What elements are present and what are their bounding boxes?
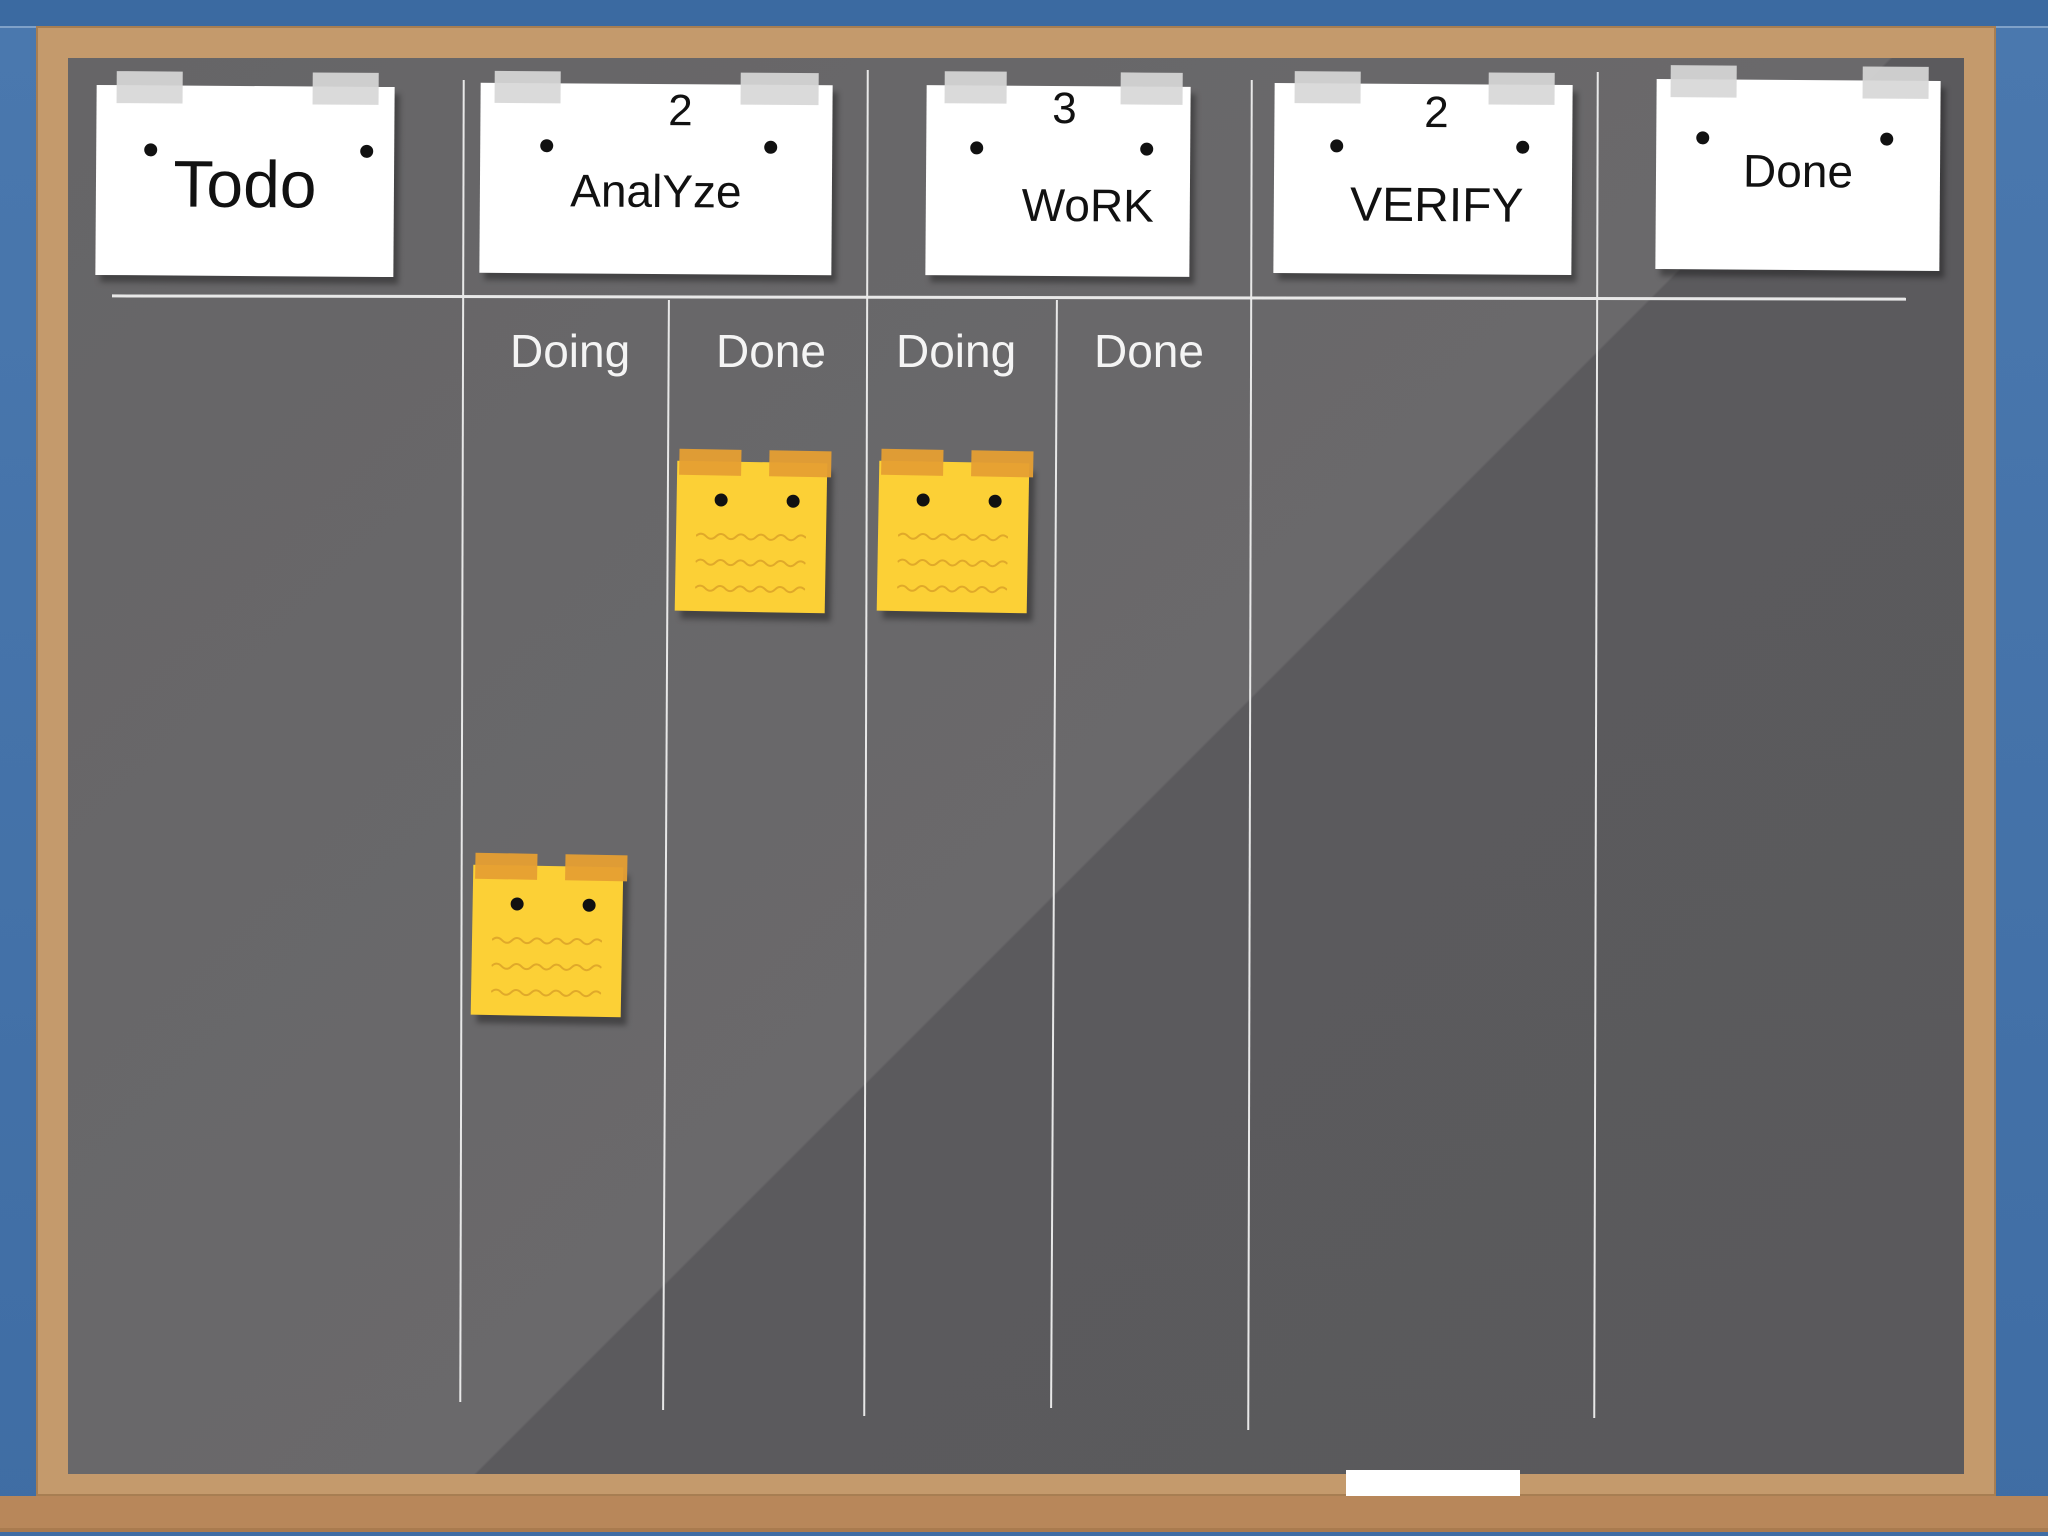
wip-limit: 2 xyxy=(1424,88,1449,138)
column-title: AnalYze xyxy=(570,164,742,218)
tape xyxy=(1294,71,1361,104)
column-title: Todo xyxy=(173,146,317,222)
note-text-line xyxy=(491,936,603,946)
tape xyxy=(881,448,944,476)
tape xyxy=(740,72,819,106)
pin-icon xyxy=(540,139,554,153)
note-text-line xyxy=(897,532,1009,542)
tape xyxy=(1488,72,1555,105)
wall-top-strip xyxy=(0,0,2048,28)
tape xyxy=(971,450,1034,478)
column-title: Done xyxy=(1742,144,1854,198)
tape xyxy=(475,852,538,880)
tape xyxy=(944,71,1007,104)
pin-icon xyxy=(786,494,800,508)
subcolumn-label-analyze-done: Done xyxy=(716,325,826,377)
tape xyxy=(679,448,742,476)
subcolumn-label-analyze-doing: Doing xyxy=(510,325,631,377)
column-header-work: 3 WoRK xyxy=(925,71,1191,277)
sticky-note[interactable] xyxy=(876,448,1034,614)
column-header-todo: Todo xyxy=(95,71,395,278)
pin-icon xyxy=(1140,142,1154,156)
column-title: WoRK xyxy=(1021,178,1155,232)
column-header-analyze: 2 AnalYze xyxy=(479,70,833,276)
wip-limit: 2 xyxy=(668,86,693,136)
sticky-note[interactable] xyxy=(470,852,628,1018)
board-shine xyxy=(68,58,1964,1474)
note-text-line xyxy=(491,988,602,998)
pin-icon xyxy=(1330,139,1344,153)
subcolumn-label-work-doing: Doing xyxy=(896,325,1017,377)
note-text-line xyxy=(897,584,1008,594)
pin-icon xyxy=(916,493,930,507)
subcolumn-label-work-done: Done xyxy=(1094,325,1204,377)
wip-limit: 3 xyxy=(1052,83,1077,134)
sticky-note[interactable] xyxy=(674,448,832,614)
column-header-done: Done xyxy=(1655,65,1941,271)
tape xyxy=(769,450,832,478)
kanban-board: Todo 2 AnalYze 3 WoRK 2 VERIFY Done Doin… xyxy=(68,58,1964,1474)
tape xyxy=(1670,65,1737,98)
pin-icon xyxy=(764,140,778,154)
note-text-line xyxy=(897,558,1008,568)
note-text-line xyxy=(695,532,807,542)
pin-icon xyxy=(988,494,1002,508)
column-title: VERIFY xyxy=(1349,178,1524,233)
chalk-eraser[interactable] xyxy=(1346,1470,1520,1496)
pin-icon xyxy=(510,897,524,911)
pin-icon xyxy=(582,898,596,912)
tape xyxy=(1862,66,1929,99)
column-header-verify: 2 VERIFY xyxy=(1273,71,1573,276)
note-text-line xyxy=(491,962,602,972)
pin-icon xyxy=(970,141,984,155)
tape xyxy=(494,70,561,104)
note-text-line xyxy=(695,584,806,594)
tape xyxy=(312,72,379,105)
tape xyxy=(1120,72,1183,105)
tape xyxy=(565,854,628,882)
tape xyxy=(116,71,183,104)
pin-icon xyxy=(1516,140,1530,154)
pin-icon xyxy=(714,493,728,507)
note-text-line xyxy=(695,558,806,568)
frame-ledge xyxy=(0,1496,2048,1532)
